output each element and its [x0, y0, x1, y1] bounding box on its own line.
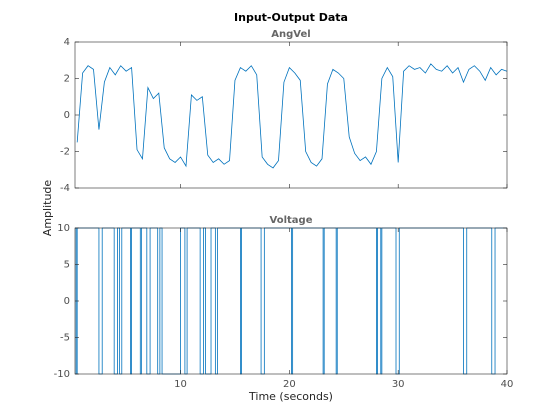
y-tick-label: -4	[60, 183, 70, 194]
axes-title: Voltage	[270, 215, 313, 226]
data-line	[76, 63, 508, 169]
x-tick-label: 20	[283, 379, 296, 390]
y-tick-label: 0	[64, 110, 70, 121]
y-tick-label: -10	[54, 369, 70, 380]
y-tick-label: 10	[57, 223, 70, 234]
y-tick-label: 0	[64, 296, 70, 307]
y-axis-label: Amplitude	[41, 180, 54, 237]
y-tick-label: -2	[60, 147, 70, 158]
y-tick-label: 5	[64, 260, 70, 271]
x-axis-label: Time (seconds)	[248, 390, 333, 403]
axes-title: AngVel	[271, 29, 310, 40]
y-tick-label: -5	[60, 333, 70, 344]
y-tick-label: 2	[64, 74, 70, 85]
x-tick-label: 30	[392, 379, 405, 390]
x-tick-label: 10	[174, 379, 187, 390]
y-tick-label: 4	[64, 37, 70, 48]
figure-title: Input-Output Data	[234, 11, 348, 24]
x-tick-label: 40	[501, 379, 514, 390]
